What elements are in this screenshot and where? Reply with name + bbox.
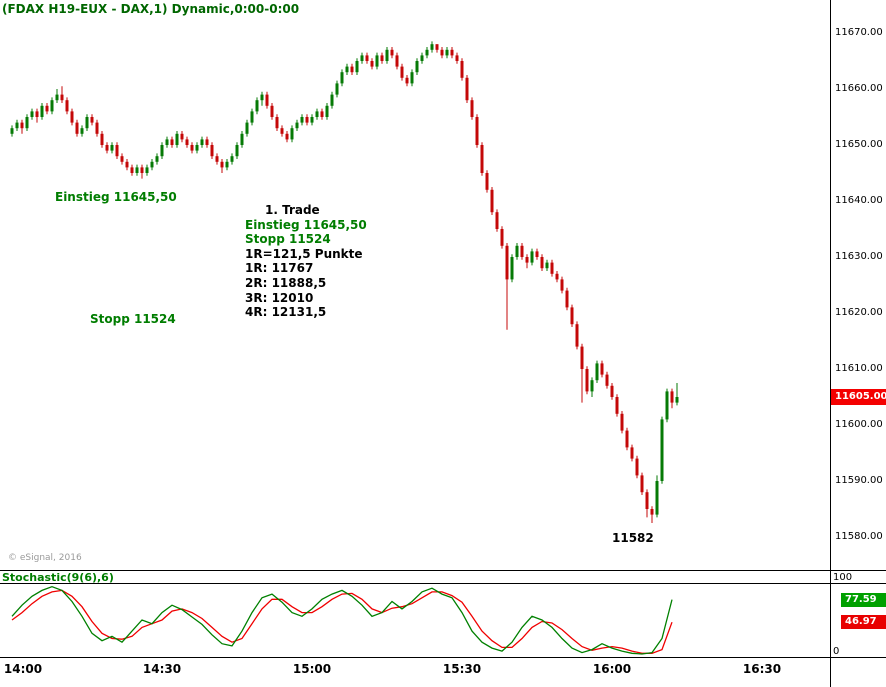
price-axis-label: 11650.00 [835,139,883,150]
stochastic-chart[interactable] [0,578,830,662]
price-axis[interactable]: 11605.00 11670.00 11660.00 11650.00 11640.0… [830,0,886,570]
time-axis-label: 14:00 [3,662,43,676]
trade-target-4r: 4R: 12131,5 [245,305,327,320]
time-axis-label: 16:30 [742,662,782,676]
time-axis[interactable]: 14:00 14:30 15:00 15:30 16:00 16:30 [0,662,886,682]
trade-risk: 1R=121,5 Punkte [245,246,363,261]
time-axis-label: 14:30 [142,662,182,676]
price-axis-label: 11660.00 [835,83,883,94]
trade-info-block: 1. Trade Einstieg 11645,50 Stopp 11524 1… [245,203,367,320]
session-low-label: 11582 [612,531,654,545]
trade-target-1r: 1R: 11767 [245,261,314,276]
stochastic-indicator-label: Stochastic(9(6),6) [2,571,114,584]
stoch-d-value-badge: 46.97 [841,615,886,630]
trade-heading: 1. Trade [265,203,320,217]
stop-annotation: Stopp 11524 [90,312,176,326]
price-axis-label: 11640.00 [835,195,883,206]
esignal-watermark: © eSignal, 2016 [8,553,82,563]
stoch-0-line [0,657,886,658]
stoch-100-line [0,583,886,584]
price-axis-label: 11630.00 [835,251,883,262]
trade-stop: Stopp 11524 [245,232,331,247]
time-axis-label: 15:00 [292,662,332,676]
last-price-badge: 11605.00 [831,389,886,405]
price-axis-label: 11580.00 [835,531,883,542]
candlestick-chart[interactable] [0,18,830,570]
stoch-scale-bottom-label: 0 [833,646,840,657]
price-axis-label: 11670.00 [835,27,883,38]
price-axis-label: 11600.00 [835,419,883,430]
trade-entry: Einstieg 11645,50 [245,217,367,232]
time-axis-label: 16:00 [592,662,632,676]
price-axis-border [830,0,831,687]
chart-title: (FDAX H19-EUX - DAX,1) Dynamic,0:00-0:00 [2,2,300,16]
time-axis-label: 15:30 [442,662,482,676]
price-axis-label: 11620.00 [835,307,883,318]
stoch-scale-top-label: 100 [833,572,853,583]
trade-target-3r: 3R: 12010 [245,290,314,305]
price-axis-label: 11590.00 [835,475,883,486]
trade-target-2r: 2R: 11888,5 [245,275,327,290]
stoch-k-value-badge: 77.59 [841,592,886,607]
panel-divider-line [0,570,886,571]
entry-annotation: Einstieg 11645,50 [55,190,177,204]
price-axis-label: 11610.00 [835,363,883,374]
